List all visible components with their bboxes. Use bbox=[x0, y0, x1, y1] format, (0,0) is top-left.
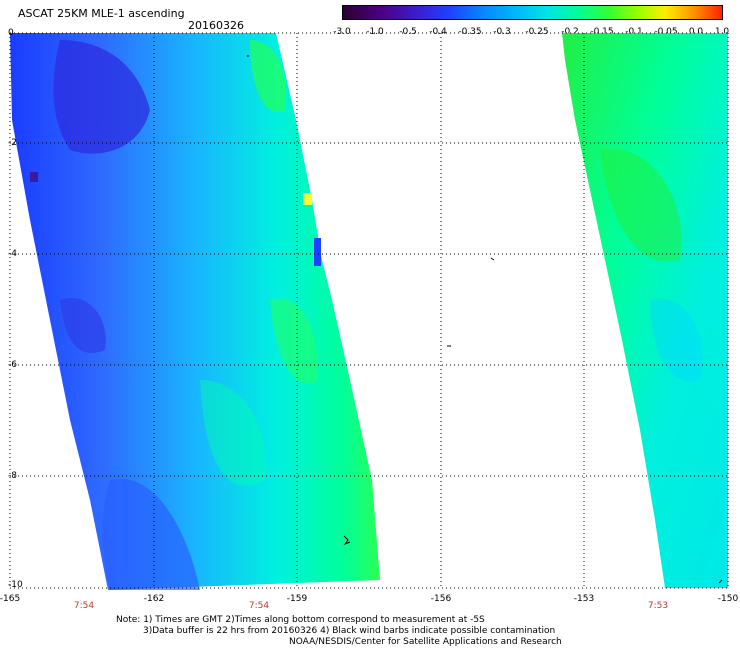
colorbar-tick: -0.1 bbox=[625, 27, 643, 37]
colorbar-tick: -0.35 bbox=[458, 27, 482, 37]
note-line: 3)Data buffer is 22 hrs from 20160326 4)… bbox=[143, 626, 556, 636]
x-tick-label: -165 bbox=[0, 594, 21, 604]
y-tick-label: 0 bbox=[8, 28, 14, 38]
time-label: 7:53 bbox=[647, 601, 669, 611]
wind-barbs bbox=[247, 55, 723, 584]
colorbar bbox=[342, 5, 723, 20]
y-tick-label: -6 bbox=[8, 360, 17, 370]
left-swath bbox=[10, 33, 380, 590]
time-label: 7:54 bbox=[248, 601, 270, 611]
colorbar-ticks: -3.0 -1.0 -0.5 -0.4 -0.35 -0.3 -0.25 -0.… bbox=[330, 27, 740, 37]
right-swath bbox=[562, 33, 728, 588]
colorbar-tick: -3.0 bbox=[333, 27, 351, 37]
colorbar-fill bbox=[343, 6, 722, 19]
x-tick-label: -159 bbox=[286, 594, 308, 604]
title: ASCAT 25KM MLE-1 ascending bbox=[18, 7, 185, 20]
colorbar-tick: -0.2 bbox=[561, 27, 579, 37]
note-line: Note: 1) Times are GMT 2)Times along bot… bbox=[116, 615, 485, 625]
y-tick-label: -10 bbox=[8, 580, 23, 590]
x-tick-label: -162 bbox=[143, 594, 165, 604]
x-tick-label: -153 bbox=[573, 594, 595, 604]
colorbar-tick: -0.05 bbox=[654, 27, 678, 37]
x-tick-label: -150 bbox=[717, 594, 739, 604]
note-line: NOAA/NESDIS/Center for Satellite Applica… bbox=[289, 637, 562, 647]
y-tick-label: -2 bbox=[8, 138, 17, 148]
y-tick-label: -4 bbox=[8, 249, 17, 259]
colorbar-tick: -0.4 bbox=[429, 27, 447, 37]
y-tick-label: -8 bbox=[8, 471, 17, 481]
x-tick-label: -156 bbox=[430, 594, 452, 604]
colorbar-tick: -0.25 bbox=[525, 27, 549, 37]
colorbar-tick: -1.0 bbox=[366, 27, 384, 37]
colorbar-tick: 1.0 bbox=[714, 27, 730, 37]
grid-lines bbox=[9, 32, 729, 589]
colorbar-tick: -0.15 bbox=[590, 27, 614, 37]
colorbar-tick: -0.3 bbox=[493, 27, 511, 37]
colorbar-tick: -0.5 bbox=[399, 27, 417, 37]
colorbar-tick: 0.0 bbox=[688, 27, 704, 37]
time-label: 7:54 bbox=[73, 601, 95, 611]
date-label: 20160326 bbox=[188, 19, 244, 32]
